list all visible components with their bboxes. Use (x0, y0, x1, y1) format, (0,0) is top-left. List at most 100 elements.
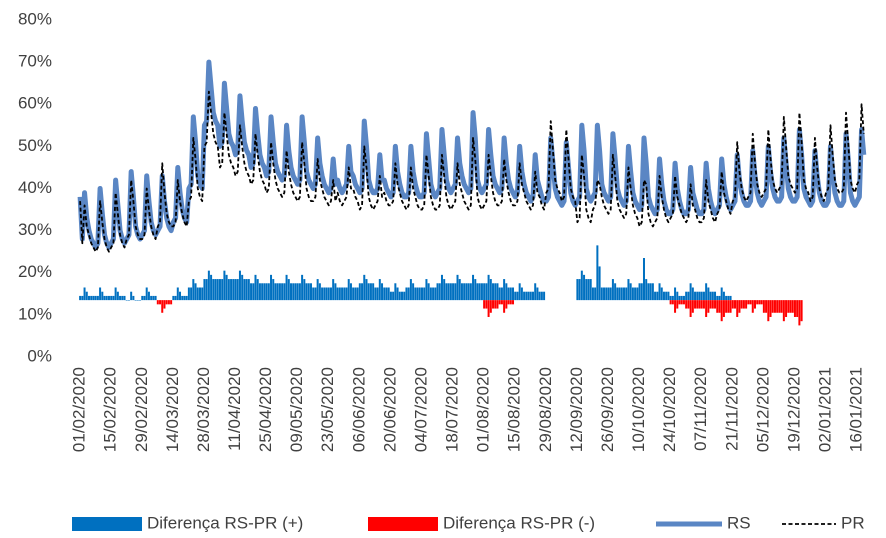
legend-label: RS (727, 513, 751, 532)
bar (341, 287, 344, 301)
bar (720, 300, 723, 322)
bar (485, 283, 488, 301)
bar (476, 283, 479, 301)
bar (318, 283, 321, 301)
y-tick-label: 50% (18, 136, 52, 155)
bar (642, 258, 645, 301)
bar (753, 300, 756, 309)
bar (445, 283, 448, 301)
bar (627, 279, 630, 301)
bar (785, 300, 788, 317)
bar (414, 287, 417, 301)
x-tick-label: 25/04/2020 (256, 367, 275, 452)
bar (625, 287, 628, 301)
bar (798, 300, 801, 326)
bar (372, 283, 375, 301)
bar (496, 283, 499, 301)
bar (494, 300, 497, 309)
line (79, 90, 865, 253)
bar (263, 283, 266, 301)
bar (689, 283, 692, 301)
bar (694, 300, 697, 309)
line (77, 59, 867, 250)
bar (603, 287, 606, 301)
bar (540, 291, 543, 301)
bar (756, 300, 759, 305)
bar (512, 300, 515, 305)
bar (154, 295, 157, 301)
bar (705, 300, 708, 317)
bar (367, 283, 370, 301)
bar (523, 291, 526, 301)
bar (270, 274, 273, 301)
bar (443, 279, 446, 301)
bar (303, 279, 306, 301)
bar (336, 287, 339, 301)
y-tick-label: 0% (27, 346, 52, 365)
bar (307, 283, 310, 301)
bar (509, 300, 512, 305)
bar (789, 300, 792, 313)
bar (682, 295, 685, 301)
bar (405, 287, 408, 301)
bar (87, 295, 90, 301)
bar (167, 300, 170, 305)
bar (265, 283, 268, 301)
bar (514, 291, 517, 301)
x-tick-label: 06/06/2020 (349, 367, 368, 452)
y-tick-label: 70% (18, 52, 52, 71)
bar (674, 300, 677, 313)
bar (105, 295, 108, 301)
bar (589, 279, 592, 301)
bar (438, 283, 441, 301)
y-tick-label: 20% (18, 262, 52, 281)
bar (780, 300, 783, 313)
bar (354, 287, 357, 301)
bar (758, 300, 761, 305)
bar (463, 283, 466, 301)
bar (163, 300, 166, 309)
bar (334, 283, 337, 301)
bar (751, 300, 754, 313)
bar (374, 287, 377, 301)
bar (378, 279, 381, 301)
bar (369, 283, 372, 301)
legend-label: Diferença RS-PR (-) (443, 513, 595, 532)
bar (356, 287, 359, 301)
bar (196, 287, 199, 301)
bar (793, 300, 796, 317)
bar (190, 287, 193, 301)
bar (762, 300, 765, 313)
bar (687, 300, 690, 309)
bar (460, 283, 463, 301)
bar (143, 295, 146, 301)
bar (278, 283, 281, 301)
bar (711, 300, 714, 309)
x-tick-label: 28/03/2020 (194, 367, 213, 452)
bar (456, 274, 459, 301)
bar (787, 300, 790, 313)
bar (745, 300, 748, 309)
bar (365, 279, 368, 301)
bar (232, 279, 235, 301)
bar (432, 287, 435, 301)
bar (716, 295, 719, 301)
bar (618, 287, 621, 301)
bar (518, 283, 521, 301)
bar (429, 287, 432, 301)
bar (722, 300, 725, 317)
x-tick-label: 07/11/2020 (691, 367, 710, 451)
legend-label: PR (841, 513, 865, 532)
bar (85, 291, 88, 301)
bar (90, 295, 93, 301)
bar (682, 300, 685, 305)
bar (702, 300, 705, 309)
bar (409, 279, 412, 301)
bar (731, 300, 734, 309)
bar (243, 279, 246, 301)
bar (323, 287, 326, 301)
bar (212, 279, 215, 301)
bar (480, 283, 483, 301)
bar (596, 245, 599, 301)
bar (296, 283, 299, 301)
